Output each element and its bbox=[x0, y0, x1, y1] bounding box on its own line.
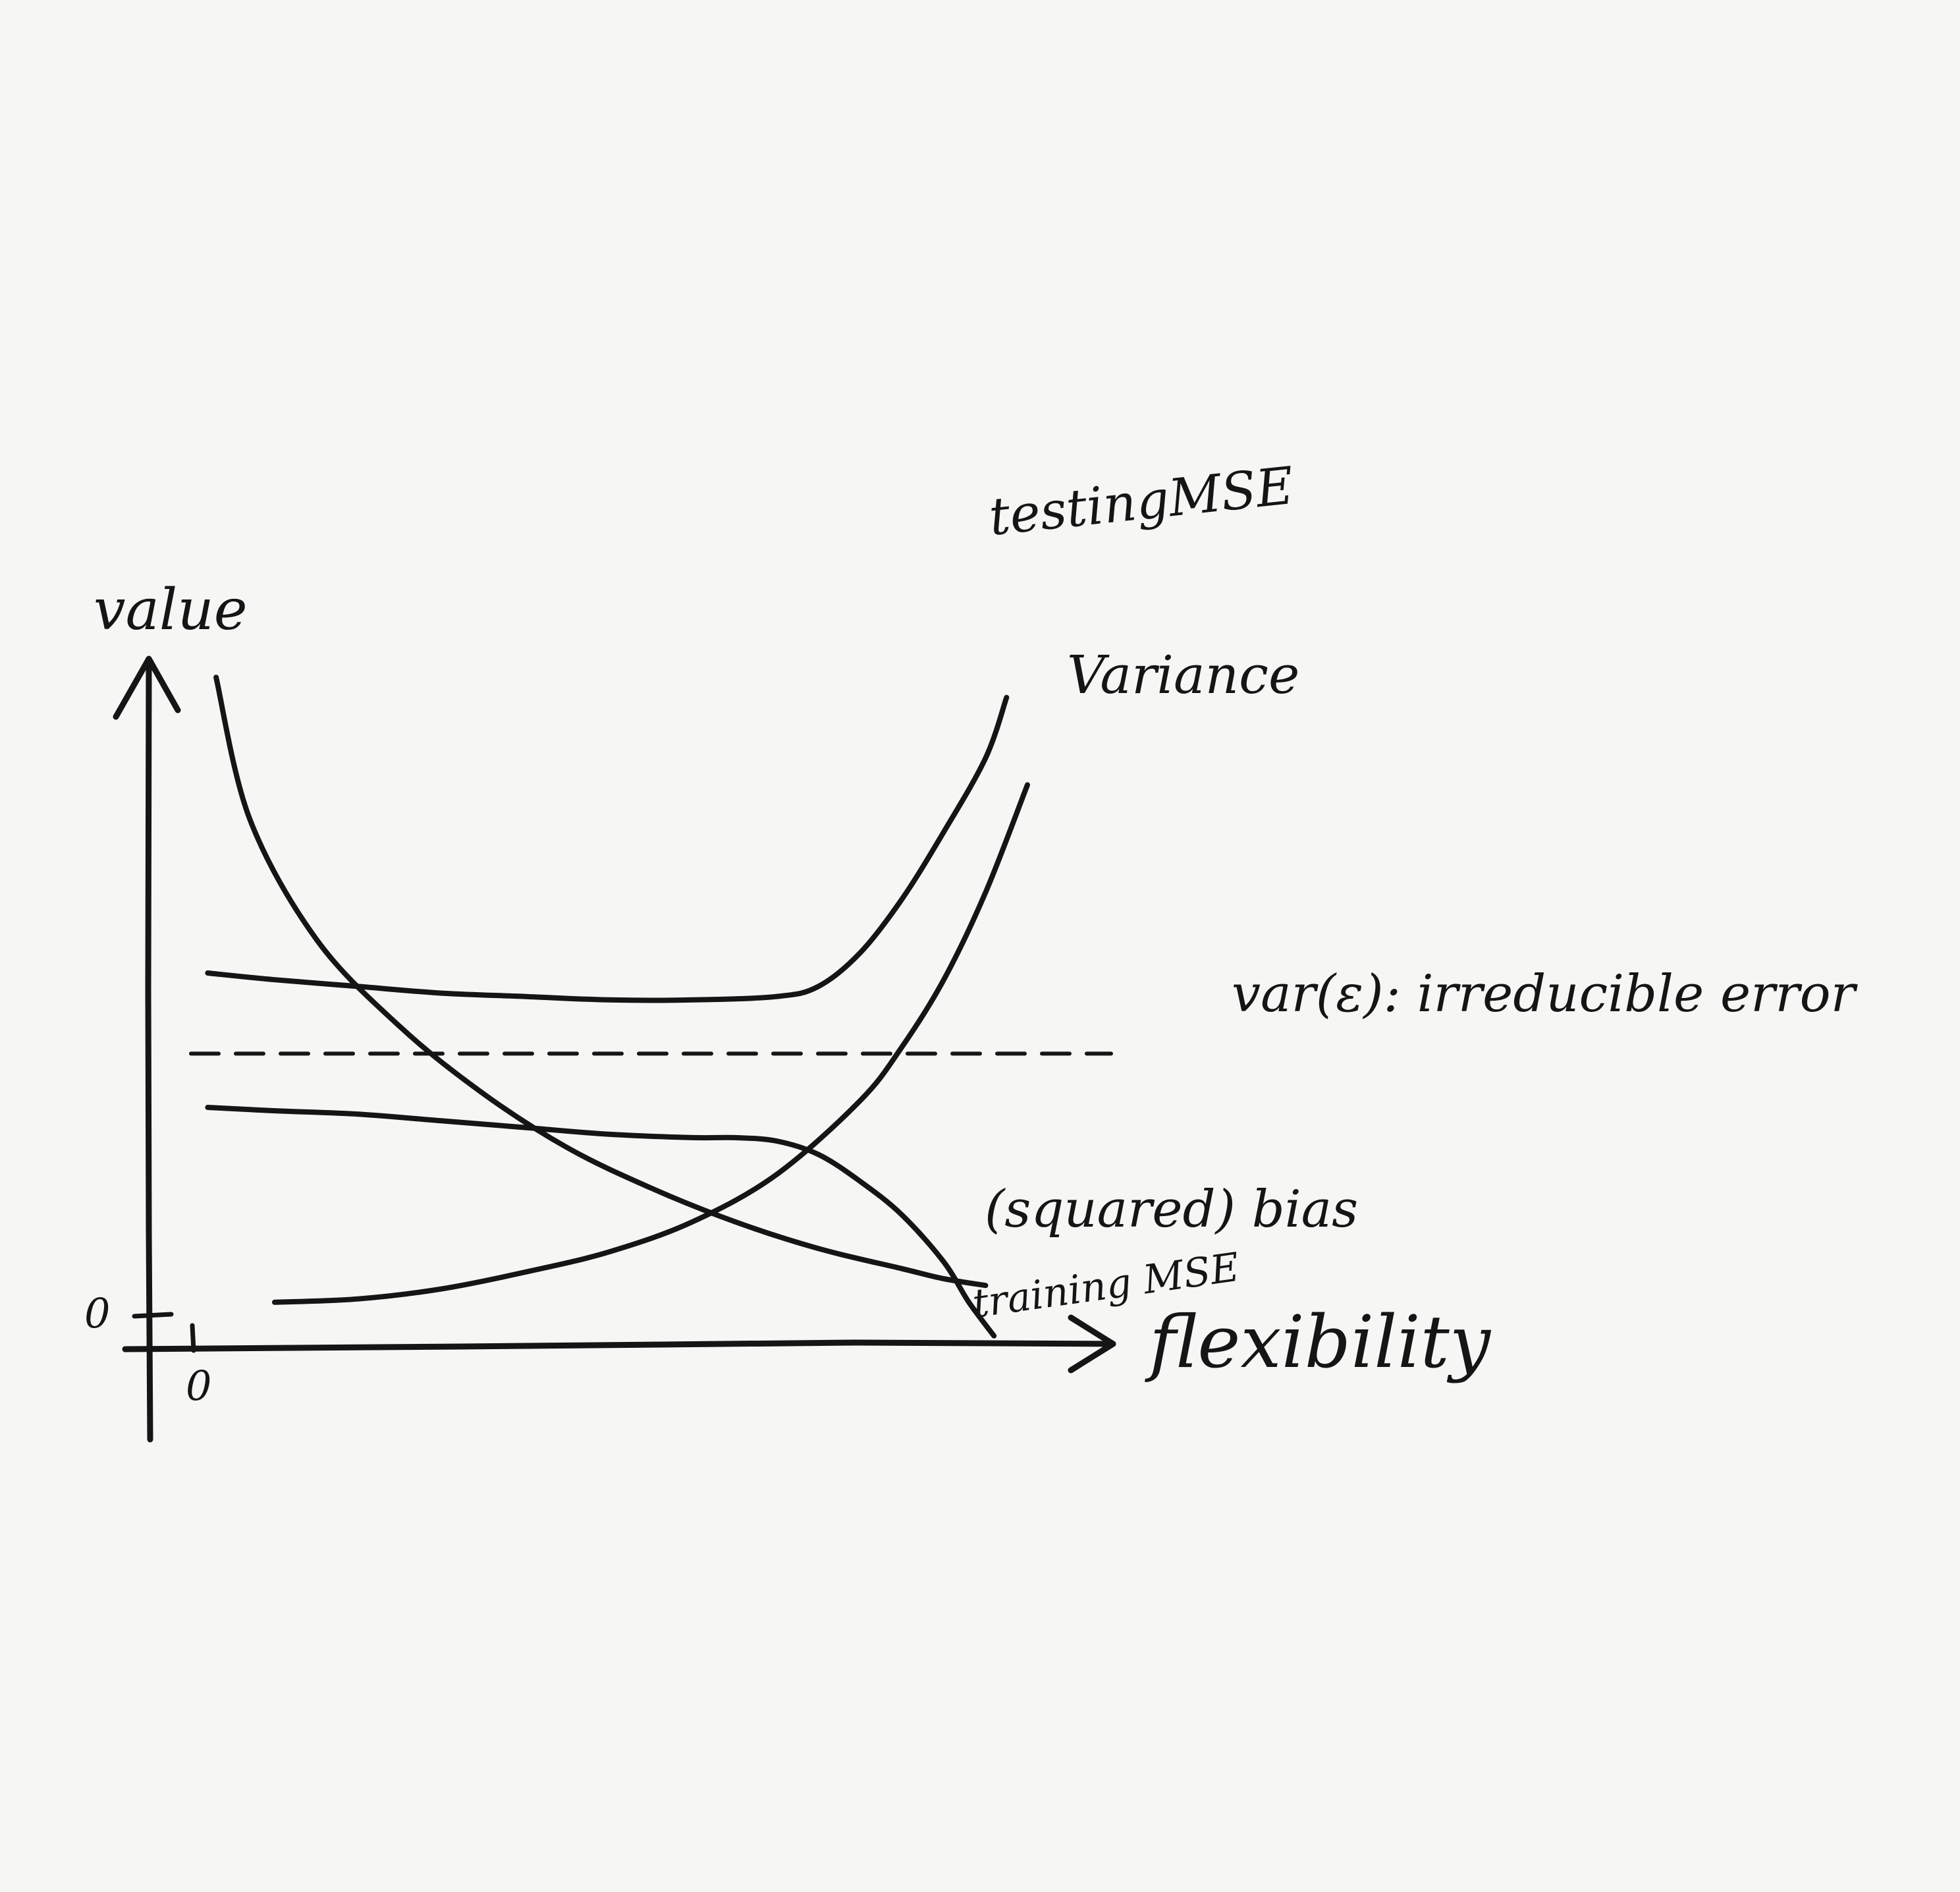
series-line-testing-mse bbox=[205, 694, 1010, 1003]
x-tick-label-zero: 0 bbox=[186, 1362, 211, 1410]
x-axis-arrowhead bbox=[1068, 1314, 1116, 1374]
series-line-variance bbox=[272, 782, 1030, 1305]
labels: value flexibility 0 0 testingMSE Varianc… bbox=[84, 457, 1859, 1410]
y-tick-label-zero: 0 bbox=[84, 1289, 110, 1337]
axes bbox=[113, 655, 1116, 1443]
label-testing-mse: testingMSE bbox=[987, 457, 1297, 547]
series-line-training-mse bbox=[205, 1105, 997, 1339]
series-layer bbox=[189, 675, 1113, 1339]
x-axis-label: flexibility bbox=[1145, 1300, 1492, 1384]
label-variance: Variance bbox=[1067, 644, 1299, 706]
y-axis-label: value bbox=[94, 577, 248, 643]
series-line-squared-bias bbox=[213, 675, 989, 1289]
label-squared-bias: (squared) bias bbox=[985, 1180, 1358, 1239]
x-zero-tick bbox=[190, 1323, 196, 1353]
y-axis-line bbox=[145, 662, 153, 1443]
y-axis-arrowhead bbox=[113, 655, 181, 720]
label-irreducible-error: var(ε): irreducible error bbox=[1232, 964, 1859, 1024]
x-axis-line bbox=[122, 1339, 1116, 1352]
y-zero-tick bbox=[132, 1312, 174, 1319]
